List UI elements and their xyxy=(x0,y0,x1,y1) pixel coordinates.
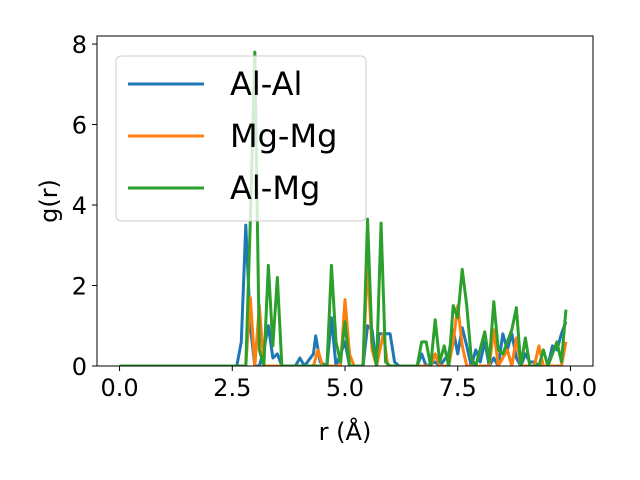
y-tick-label: 4 xyxy=(72,192,87,220)
y-tick-label: 6 xyxy=(72,112,87,140)
legend-label-mg-mg: Mg-Mg xyxy=(230,117,337,155)
y-axis-label: g(r) xyxy=(35,179,63,223)
series-line-mg-mg xyxy=(119,259,568,366)
y-tick-label: 2 xyxy=(72,273,87,301)
y-tick-label: 0 xyxy=(72,353,87,381)
legend-label-al-mg: Al-Mg xyxy=(230,169,320,207)
x-axis-label: r (Å) xyxy=(319,417,372,446)
legend-label-al-al: Al-Al xyxy=(230,65,302,103)
legend-box xyxy=(115,55,367,222)
x-tick-label: 10.0 xyxy=(544,374,597,402)
x-axis: 0.0 2.5 5.0 7.5 10.0 xyxy=(100,366,597,402)
x-tick-label: 5.0 xyxy=(326,374,364,402)
y-axis: 0 2 4 6 8 xyxy=(72,31,97,381)
y-tick-label: 8 xyxy=(72,31,87,59)
series-line-al-mg xyxy=(119,50,568,366)
series-layer xyxy=(119,50,568,366)
x-tick-label: 7.5 xyxy=(439,374,477,402)
legend: Al-Al Mg-Mg Al-Mg xyxy=(115,55,367,222)
x-tick-label: 0.0 xyxy=(100,374,138,402)
x-tick-label: 2.5 xyxy=(213,374,251,402)
